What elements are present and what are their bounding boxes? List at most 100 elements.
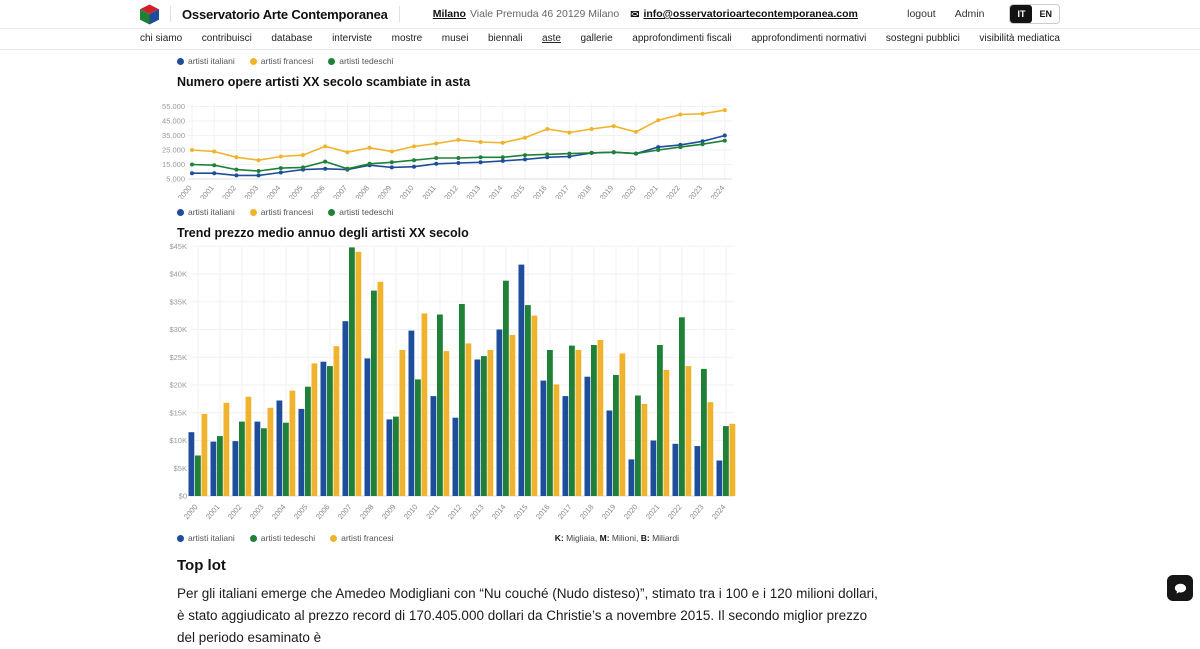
svg-text:2009: 2009 <box>376 184 394 199</box>
chat-bubble-icon <box>1174 583 1186 594</box>
nav-item-aste[interactable]: aste <box>542 33 561 44</box>
address-city-link[interactable]: Milano <box>432 8 466 20</box>
svg-text:2007: 2007 <box>331 184 349 199</box>
main-nav: chi siamo contribuisci database interviste m… <box>0 29 1200 50</box>
legend-item-artisti-italiani[interactable]: artisti italiani <box>177 207 235 217</box>
bar-chart[interactable]: 2000 2001 2002 2003 2004 2005 2006 2007 2008 2009… <box>160 242 1060 531</box>
bar-chart-title: Trend prezzo medio annuo degli artisti X… <box>177 226 469 240</box>
svg-text:$35K: $35K <box>169 297 187 306</box>
line-chart[interactable]: 2000 2001 2002 2003 2004 2005 2006 2007 2008 2009… <box>160 91 1060 204</box>
svg-text:2021: 2021 <box>642 184 660 199</box>
svg-text:55.000: 55.000 <box>162 102 185 111</box>
svg-text:35.000: 35.000 <box>162 131 185 140</box>
nav-item-mostre[interactable]: mostre <box>391 33 423 44</box>
svg-text:2007: 2007 <box>336 503 354 522</box>
svg-text:2003: 2003 <box>248 503 266 522</box>
legend-item-artisti-italiani[interactable]: artisti italiani <box>177 56 235 66</box>
svg-text:2002: 2002 <box>226 503 244 522</box>
svg-text:2013: 2013 <box>465 184 483 199</box>
svg-text:2024: 2024 <box>709 184 727 199</box>
legend-item-artisti-francesi[interactable]: artisti francesi <box>330 533 394 543</box>
nav-item-visibilit-mediatica[interactable]: visibilità mediatica <box>979 33 1060 44</box>
svg-text:2019: 2019 <box>600 503 618 522</box>
nav-item-database[interactable]: database <box>271 33 313 44</box>
svg-text:2014: 2014 <box>487 184 505 199</box>
nav-item-contribuisci[interactable]: contribuisci <box>201 33 252 44</box>
page-content: artisti italiani artisti francesi artisti … <box>140 50 1060 649</box>
svg-text:2009: 2009 <box>380 503 398 522</box>
legend-dot-icon <box>328 57 336 65</box>
nav-item-approfondimenti-fiscali[interactable]: approfondimenti fiscali <box>632 33 732 44</box>
svg-text:2001: 2001 <box>204 503 222 522</box>
svg-text:$20K: $20K <box>169 381 187 390</box>
svg-text:2022: 2022 <box>666 503 684 522</box>
email-block: ✉ info@osservatorioartecontemporanea.com <box>630 8 858 21</box>
chat-widget-button[interactable] <box>1167 575 1193 601</box>
top-lot-heading: Top lot <box>177 557 226 574</box>
logout-link[interactable]: logout <box>907 8 936 20</box>
legend-dot-icon <box>249 57 257 65</box>
svg-text:2011: 2011 <box>424 503 441 521</box>
legend-item-artisti-tedeschi[interactable]: artisti tedeschi <box>249 533 315 543</box>
svg-text:2020: 2020 <box>620 184 638 199</box>
svg-text:15.000: 15.000 <box>162 160 185 169</box>
svg-text:2023: 2023 <box>687 184 705 199</box>
svg-text:2019: 2019 <box>598 184 616 199</box>
nav-item-gallerie[interactable]: gallerie <box>580 33 613 44</box>
svg-text:$30K: $30K <box>169 325 187 334</box>
nav-item-approfondimenti-normativi[interactable]: approfondimenti normativi <box>751 33 867 44</box>
svg-text:2010: 2010 <box>398 184 416 199</box>
legend-item-artisti-tedeschi[interactable]: artisti tedeschi <box>328 56 394 66</box>
svg-text:2005: 2005 <box>287 184 305 199</box>
cube-logo-icon <box>140 4 159 24</box>
svg-text:2004: 2004 <box>270 503 288 522</box>
svg-text:2016: 2016 <box>534 503 552 522</box>
address-text: Viale Premuda 46 20129 Milano <box>469 8 620 20</box>
line-chart-canvas[interactable]: 2000 2001 2002 2003 2004 2005 2006 2007 2008 2009… <box>160 91 738 202</box>
nav-item-biennali[interactable]: biennali <box>487 33 523 44</box>
nav-item-sostegni-pubblici[interactable]: sostegni pubblici <box>885 33 960 44</box>
nav-item-interviste[interactable]: interviste <box>332 33 373 44</box>
units-note: K: Migliaia, M: Milioni, B: Miliardi <box>554 533 679 543</box>
line-chart-legend: artisti italiani artisti francesi artisti … <box>177 207 1060 217</box>
address: Milano Viale Premuda 46 20129 Milano <box>433 8 620 20</box>
nav-item-musei[interactable]: musei <box>441 33 469 44</box>
email-link[interactable]: info@osservatorioartecontemporanea.com <box>643 8 858 20</box>
bar-chart-canvas[interactable]: 2000 2001 2002 2003 2004 2005 2006 2007 2008 2009… <box>160 242 738 526</box>
svg-text:45.000: 45.000 <box>162 117 185 126</box>
svg-text:2022: 2022 <box>664 184 682 199</box>
nav-item-chi-siamo[interactable]: chi siamo <box>140 33 183 44</box>
svg-text:2008: 2008 <box>354 184 372 199</box>
header-divider <box>398 6 400 22</box>
svg-text:5.000: 5.000 <box>166 175 185 184</box>
lang-it-button[interactable]: IT <box>1010 5 1033 23</box>
svg-text:2006: 2006 <box>309 184 327 199</box>
legend-item-artisti-tedeschi[interactable]: artisti tedeschi <box>328 207 394 217</box>
svg-text:2011: 2011 <box>420 184 437 199</box>
legend-item-artisti-italiani[interactable]: artisti italiani <box>177 533 235 543</box>
svg-text:$40K: $40K <box>169 270 187 279</box>
bar-chart-legend: artisti italiani artisti tedeschi artisti … <box>177 533 394 543</box>
svg-text:2005: 2005 <box>292 503 310 522</box>
svg-text:$0: $0 <box>179 492 187 501</box>
svg-text:2013: 2013 <box>468 503 486 522</box>
envelope-icon: ✉ <box>630 8 640 21</box>
svg-text:2000: 2000 <box>182 503 200 522</box>
line-series-artisti-tedeschi <box>190 138 727 173</box>
line-series-artisti-francesi <box>190 108 727 163</box>
site-logo[interactable] <box>140 4 159 25</box>
svg-text:2015: 2015 <box>512 503 530 522</box>
site-title[interactable]: Osservatorio Arte Contemporanea <box>182 6 388 22</box>
legend-dot-icon <box>249 208 257 216</box>
bar-chart-legend-row: artisti italiani artisti tedeschi artisti … <box>177 533 679 543</box>
svg-text:2018: 2018 <box>576 184 594 199</box>
admin-link[interactable]: Admin <box>954 8 985 20</box>
svg-text:$15K: $15K <box>169 408 187 417</box>
bar-series-artisti-tedeschi <box>195 247 729 496</box>
legend-item-artisti-francesi[interactable]: artisti francesi <box>249 56 313 66</box>
svg-text:2012: 2012 <box>442 184 460 199</box>
svg-text:2010: 2010 <box>402 503 420 522</box>
legend-item-artisti-francesi[interactable]: artisti francesi <box>249 207 313 217</box>
svg-text:2014: 2014 <box>490 503 508 522</box>
lang-en-button[interactable]: EN <box>1032 5 1059 23</box>
